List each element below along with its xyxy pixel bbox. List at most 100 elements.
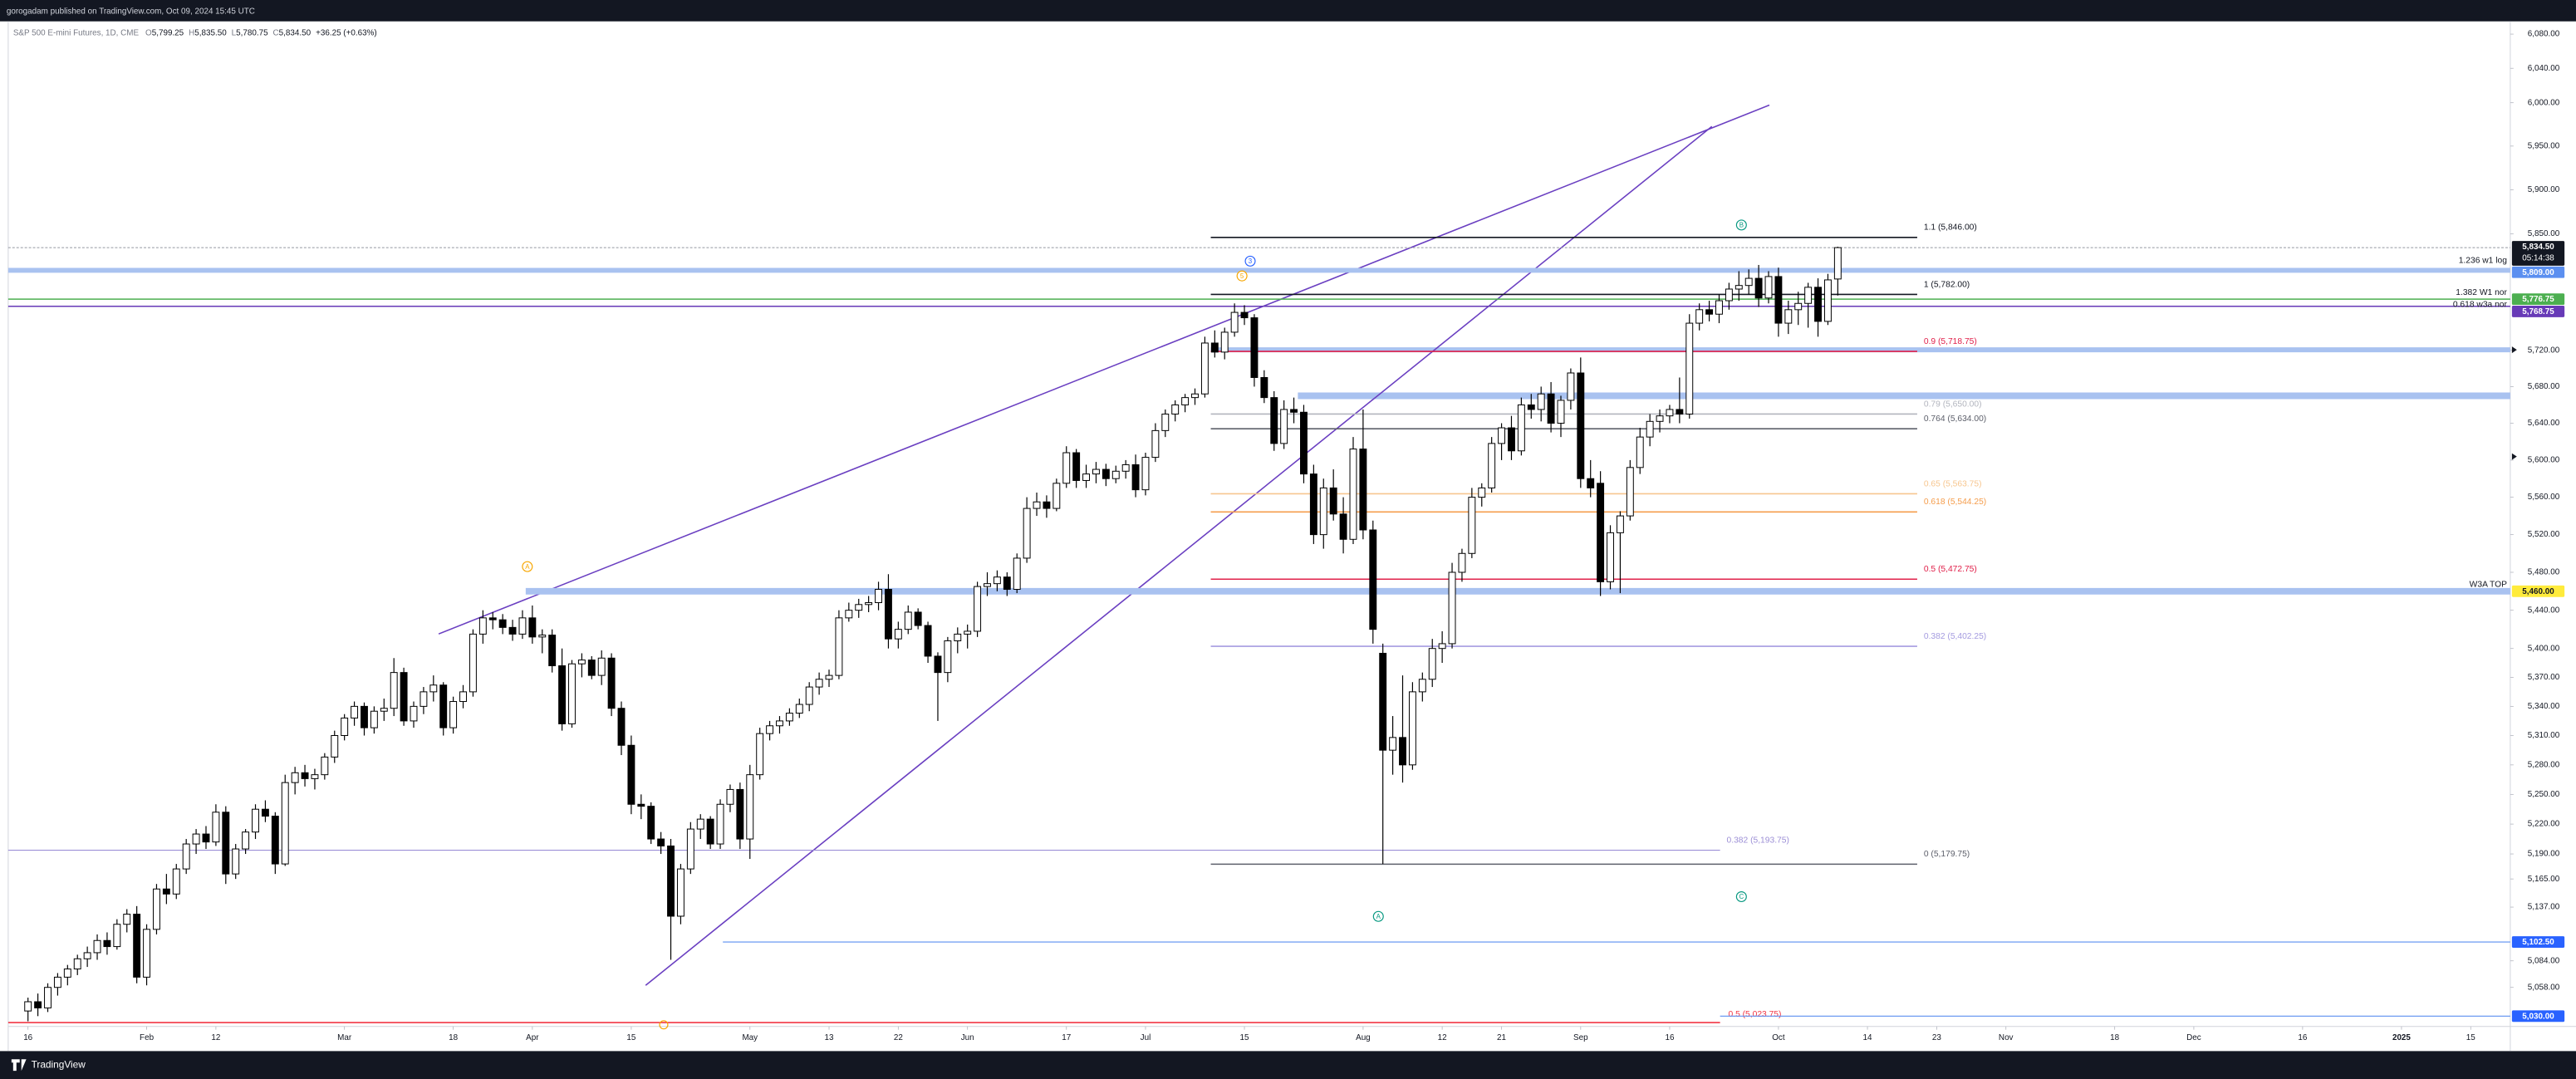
- candle-body: [449, 701, 458, 728]
- candle-body: [676, 868, 684, 917]
- price-label: 5,776.75: [2522, 295, 2554, 304]
- candle-body: [459, 691, 467, 703]
- candle-body: [1616, 515, 1624, 533]
- candle-body: [914, 611, 922, 626]
- candle-body: [1517, 404, 1525, 452]
- y-tick-label: 5,600.00: [2528, 456, 2560, 465]
- candle-body: [538, 635, 547, 638]
- x-tick-label: 14: [1863, 1033, 1872, 1042]
- candle-body: [1754, 277, 1763, 299]
- candle-body: [1428, 648, 1436, 680]
- y-tick-label: 5,640.00: [2528, 419, 2560, 428]
- y-tick-label: 5,850.00: [2528, 229, 2560, 238]
- candle-body: [696, 818, 704, 830]
- candle-body: [1725, 288, 1733, 302]
- level-label: 0.382 (5,193.75): [1727, 836, 1789, 845]
- level-label: W3A TOP: [2470, 581, 2507, 590]
- candle-body: [488, 617, 497, 620]
- candle-body: [647, 806, 655, 840]
- ohlc-key: H: [189, 28, 194, 37]
- candle-body: [577, 660, 586, 665]
- candle-body: [1111, 470, 1120, 479]
- countdown: 05:14:38: [2522, 254, 2554, 263]
- candle-body: [1804, 287, 1813, 304]
- candle-body: [1715, 300, 1723, 315]
- wave-circle: [1735, 219, 1747, 231]
- candle-body: [746, 774, 754, 840]
- candle-body: [1240, 311, 1249, 319]
- candle-body: [894, 629, 902, 640]
- candle-body: [637, 803, 645, 807]
- y-tick-label: 5,084.00: [2528, 956, 2560, 965]
- candle-body: [1656, 415, 1664, 422]
- candle-body: [776, 720, 783, 727]
- candle-body: [261, 808, 269, 817]
- level-label: 0.5 (5,023.75): [1729, 1010, 1782, 1019]
- price-label-box: [2511, 306, 2565, 317]
- candle-body: [380, 708, 388, 712]
- y-tick-label: 5,720.00: [2528, 346, 2560, 355]
- wave-label: A: [1376, 913, 1381, 920]
- ohlc-key: L: [232, 28, 237, 37]
- candle-body: [617, 708, 626, 746]
- candle-body: [271, 816, 279, 865]
- level-label: 1.236 w1 log: [2459, 256, 2508, 265]
- candle-body: [934, 655, 942, 674]
- candle-body: [1498, 427, 1506, 444]
- candle-body: [93, 939, 101, 954]
- candle-body: [291, 772, 299, 783]
- ohlc-value: 5,780.75: [236, 28, 268, 37]
- candle-body: [1764, 276, 1773, 299]
- x-tick-label: 18: [2110, 1033, 2119, 1042]
- candle-body: [1191, 393, 1199, 399]
- candle-body: [1784, 309, 1793, 324]
- wave-label: A: [525, 563, 530, 571]
- candle-body: [182, 843, 190, 870]
- y-tick-label: 5,950.00: [2528, 141, 2560, 150]
- candle-body: [944, 640, 952, 674]
- candle-body: [281, 782, 289, 865]
- y-tick-label: 6,080.00: [2528, 30, 2560, 39]
- candle-body: [429, 684, 438, 693]
- candle-body: [410, 705, 418, 722]
- ohlc-key: C: [273, 28, 279, 37]
- candle-body: [1458, 552, 1466, 573]
- wave-circle: [1372, 910, 1384, 922]
- candle-body: [667, 845, 675, 917]
- candle-body: [1418, 679, 1426, 693]
- ohlc-value: 5,799.25: [152, 28, 184, 37]
- candle-body: [1131, 463, 1140, 491]
- candle-body: [1200, 342, 1209, 395]
- x-tick-label: 15: [1240, 1033, 1249, 1042]
- candle-body: [162, 888, 170, 895]
- price-label: 5,030.00: [2522, 1012, 2554, 1021]
- price-label: 5,460.00: [2522, 587, 2554, 596]
- symbol: S&P 500 E-mini Futures, 1D, CME: [13, 28, 140, 37]
- candle-body: [1062, 452, 1071, 484]
- candle-body: [133, 914, 141, 978]
- y-tick-label: 5,520.00: [2528, 530, 2560, 539]
- candle-body: [361, 705, 368, 728]
- candle-body: [1438, 643, 1446, 650]
- candle-body: [1023, 508, 1031, 559]
- x-tick-label: 16: [1665, 1033, 1674, 1042]
- candle-body: [1230, 311, 1239, 333]
- y-tick-label: 5,900.00: [2528, 185, 2560, 194]
- x-tick-label: Feb: [140, 1033, 155, 1042]
- wave-circle: [1735, 891, 1747, 903]
- wave-label: 5: [1240, 272, 1244, 280]
- candle-body: [1141, 457, 1150, 491]
- candle-body: [53, 976, 61, 988]
- x-tick-label: Jun: [961, 1033, 974, 1042]
- x-tick-label: 12: [1438, 1033, 1447, 1042]
- candle-body: [24, 1001, 32, 1012]
- x-tick-label: 23: [1932, 1033, 1941, 1042]
- y-tick-label: 5,310.00: [2528, 731, 2560, 740]
- candle-body: [1052, 483, 1061, 509]
- candle-body: [1290, 409, 1298, 413]
- candle-body: [341, 717, 349, 736]
- price-label: 5,768.75: [2522, 307, 2554, 316]
- candle-body: [1161, 413, 1170, 431]
- brand: TradingView: [32, 1058, 86, 1070]
